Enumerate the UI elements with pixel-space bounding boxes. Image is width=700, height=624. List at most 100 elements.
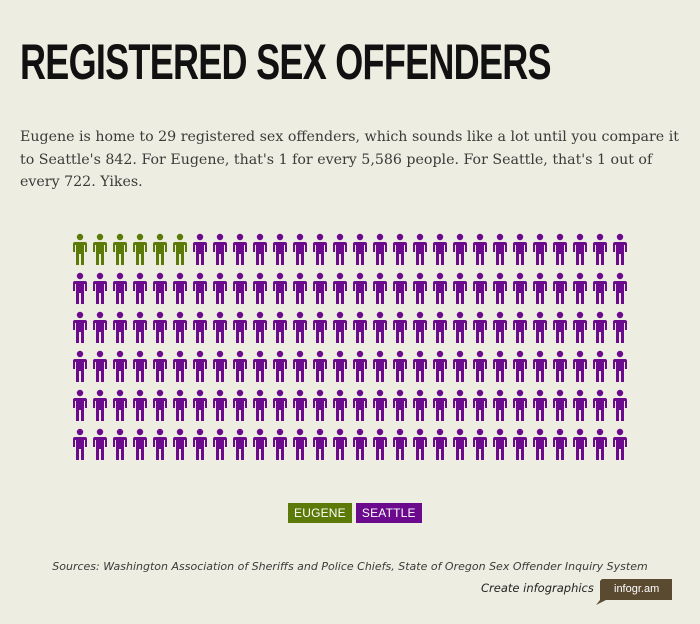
person-icon xyxy=(313,389,327,421)
person-icon xyxy=(433,350,447,382)
person-icon xyxy=(133,233,147,265)
person-icon xyxy=(233,233,247,265)
person-icon xyxy=(593,311,607,343)
person-icon xyxy=(573,389,587,421)
person-icon xyxy=(93,350,107,382)
person-icon xyxy=(613,233,627,265)
person-icon xyxy=(173,233,187,265)
person-icon xyxy=(193,428,207,460)
infogram-badge-label[interactable]: infogr.am xyxy=(614,583,660,595)
person-icon xyxy=(213,389,227,421)
person-icon xyxy=(73,233,87,265)
person-icon xyxy=(413,233,427,265)
person-icon xyxy=(333,389,347,421)
person-icon xyxy=(573,233,587,265)
person-icon xyxy=(533,233,547,265)
infogram-badge[interactable] xyxy=(596,579,672,605)
person-icon xyxy=(233,311,247,343)
person-icon xyxy=(333,233,347,265)
person-icon xyxy=(73,389,87,421)
person-icon xyxy=(553,428,567,460)
person-icon xyxy=(613,350,627,382)
person-icon xyxy=(473,233,487,265)
person-icon xyxy=(73,428,87,460)
person-icon xyxy=(113,350,127,382)
legend-item-eugene[interactable]: EUGENE xyxy=(288,503,352,523)
person-icon xyxy=(293,350,307,382)
person-icon xyxy=(373,311,387,343)
person-icon xyxy=(213,428,227,460)
person-icon xyxy=(433,389,447,421)
person-icon xyxy=(153,272,167,304)
person-icon xyxy=(513,350,527,382)
person-icon xyxy=(233,428,247,460)
person-icon xyxy=(533,311,547,343)
person-icon xyxy=(253,272,267,304)
person-icon xyxy=(533,389,547,421)
legend-item-seattle[interactable]: SEATTLE xyxy=(355,503,422,523)
person-icon xyxy=(573,311,587,343)
person-icon xyxy=(433,428,447,460)
person-icon xyxy=(593,233,607,265)
person-icon xyxy=(413,272,427,304)
person-icon xyxy=(193,311,207,343)
person-icon xyxy=(353,350,367,382)
person-icon xyxy=(553,311,567,343)
person-icon xyxy=(173,389,187,421)
person-icon xyxy=(573,428,587,460)
person-icon xyxy=(413,311,427,343)
person-icon xyxy=(313,311,327,343)
person-icon xyxy=(153,311,167,343)
person-icon xyxy=(213,233,227,265)
person-icon xyxy=(553,389,567,421)
person-icon xyxy=(573,272,587,304)
person-icon xyxy=(93,311,107,343)
person-icon xyxy=(233,272,247,304)
person-icon xyxy=(613,311,627,343)
person-icon xyxy=(393,389,407,421)
description-text: Eugene is home to 29 registered sex offe… xyxy=(20,129,679,190)
person-icon xyxy=(613,389,627,421)
person-icon xyxy=(353,311,367,343)
person-icon xyxy=(353,428,367,460)
person-icon xyxy=(333,272,347,304)
person-icon xyxy=(513,428,527,460)
create-infographics-link[interactable]: Create infographics xyxy=(481,581,594,595)
person-icon xyxy=(533,428,547,460)
person-icon xyxy=(473,272,487,304)
person-icon xyxy=(193,350,207,382)
person-icon xyxy=(233,350,247,382)
person-icon xyxy=(613,428,627,460)
person-icon xyxy=(313,272,327,304)
person-icon xyxy=(473,428,487,460)
sources-note: Sources: Washington Association of Sheri… xyxy=(52,560,648,573)
person-icon xyxy=(433,233,447,265)
person-icon xyxy=(393,350,407,382)
person-icon xyxy=(193,272,207,304)
person-icon xyxy=(493,350,507,382)
person-icon xyxy=(133,311,147,343)
person-icon xyxy=(73,350,87,382)
person-icon xyxy=(93,272,107,304)
person-icon xyxy=(473,311,487,343)
person-icon xyxy=(533,350,547,382)
badge-shape xyxy=(596,579,672,605)
person-icon xyxy=(353,272,367,304)
person-icon xyxy=(133,272,147,304)
person-icon xyxy=(313,233,327,265)
person-icon xyxy=(233,389,247,421)
person-icon xyxy=(433,311,447,343)
person-icon xyxy=(593,389,607,421)
person-icon xyxy=(553,272,567,304)
person-icon xyxy=(393,233,407,265)
person-icon xyxy=(293,272,307,304)
person-icon xyxy=(293,389,307,421)
person-icon xyxy=(213,272,227,304)
person-icon xyxy=(273,389,287,421)
person-icon xyxy=(513,311,527,343)
person-icon xyxy=(613,272,627,304)
person-icon xyxy=(313,350,327,382)
person-icon xyxy=(293,311,307,343)
person-icon xyxy=(273,272,287,304)
person-icon xyxy=(93,233,107,265)
